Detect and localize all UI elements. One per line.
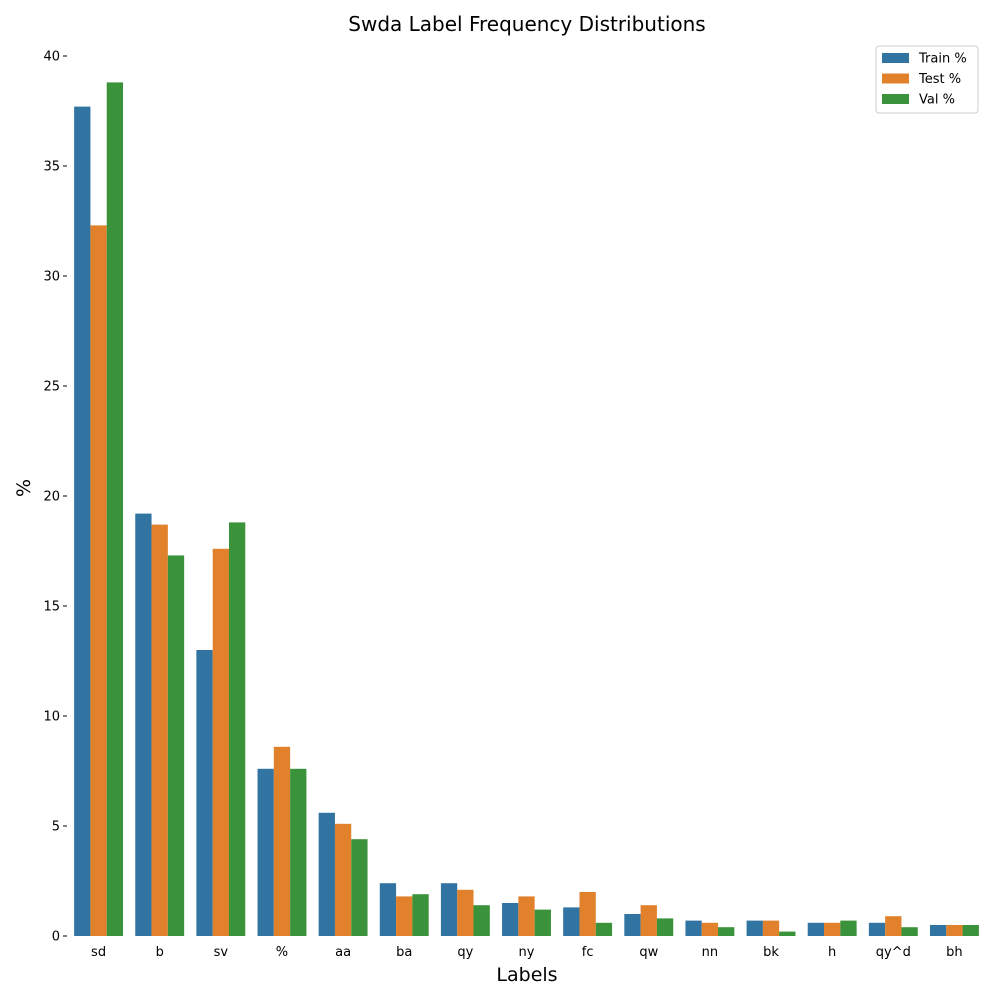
bar [946,925,963,936]
y-tick-label: 35 [43,160,60,175]
x-tick-label: h [828,945,836,960]
legend: Train % Test % Val % [875,45,979,114]
x-tick-label: sd [91,945,106,960]
legend-swatch [882,94,909,104]
bar [502,903,519,936]
bar [563,907,580,936]
y-tick-label: 30 [43,270,60,285]
x-tick-label: nn [702,945,718,960]
y-tick-label: 15 [43,600,60,615]
bar [151,524,168,936]
chart-title: Swda Label Frequency Distributions [348,12,705,36]
y-tick-label: 25 [43,380,60,395]
bar [656,918,674,936]
bar [379,883,397,936]
x-tick-label: bk [763,945,779,960]
bar [824,922,841,936]
bar [579,892,596,936]
legend-swatch [882,73,909,84]
bar [779,931,796,936]
bar [885,916,902,936]
x-tick-label: ny [519,945,535,960]
x-tick-label: qy^d [876,945,911,960]
bar [440,883,458,936]
legend-label: Train % [918,52,967,67]
bar [334,823,352,936]
x-tick-label: bh [946,945,963,960]
bar [718,927,735,936]
legend-label: Test % [918,72,961,87]
y-tick-label: 40 [43,50,60,65]
bar [90,225,107,936]
y-axis: 0 5 10 15 20 25 30 35 40 [43,50,67,945]
bar [746,920,763,936]
bar [318,812,335,936]
x-axis-label: Labels [496,964,557,986]
bar [518,896,535,936]
x-tick-label: % [276,945,288,960]
bar [762,920,780,936]
bar [901,927,918,936]
x-tick-label: ba [396,945,412,960]
bar [595,922,613,936]
x-tick-label: qy [457,945,473,960]
y-tick-label: 10 [43,710,60,725]
y-tick-label: 20 [43,490,60,505]
bar [106,82,124,936]
bar [807,922,825,936]
y-tick-label: 5 [52,820,60,835]
y-axis-label: % [13,479,35,497]
bar [624,914,641,936]
bar [929,925,947,936]
bar [868,922,886,936]
bar [473,905,490,936]
bar [290,768,307,936]
x-axis: sd b sv% aa ba qy ny fc qw nn bk h qy^d bh [91,945,963,960]
bar [840,920,857,936]
bar [701,922,719,936]
bar [196,650,213,936]
bars [74,82,979,937]
x-tick-label: aa [335,945,351,960]
y-tick-label: 0 [52,930,60,945]
bar [212,548,229,936]
x-tick-label: b [156,945,164,960]
x-tick-label: fc [582,945,594,960]
legend-label: Val % [919,93,955,108]
bar [962,925,979,936]
bar [135,513,152,936]
legend-swatch [882,53,909,63]
bar [257,768,274,936]
bar [228,522,246,936]
bar [273,746,291,936]
bar [412,894,429,936]
bar [167,555,185,936]
bar [534,909,551,936]
bar [396,896,413,936]
bar [640,905,657,936]
x-tick-label: qw [639,945,658,960]
bar [74,106,91,937]
bar [457,889,474,936]
x-tick-label: sv [214,945,229,960]
bar [351,839,368,936]
bar [685,920,702,936]
